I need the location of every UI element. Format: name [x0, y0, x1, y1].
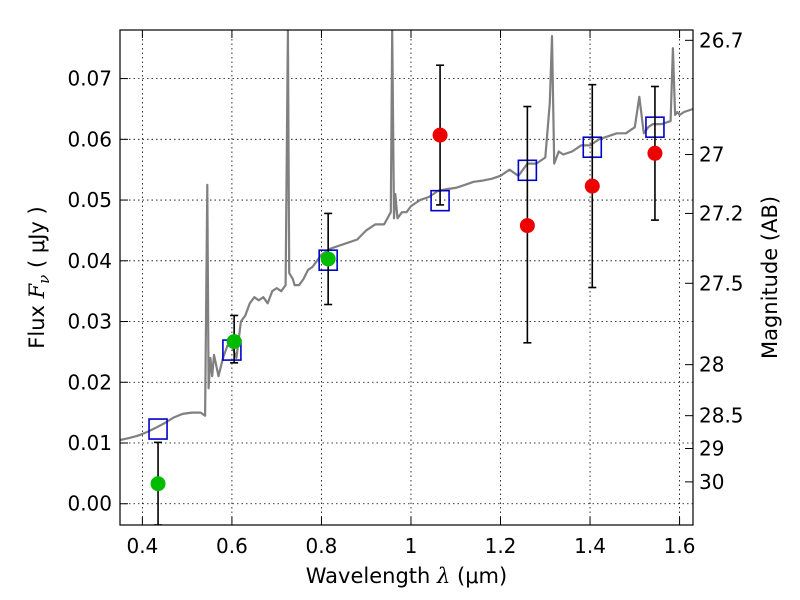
magnitude-axis-title: Magnitude (AB) — [758, 196, 782, 359]
plot-data — [120, 30, 693, 525]
observed-point — [519, 218, 535, 234]
observed-point — [320, 251, 336, 267]
x-tick-label: 1 — [405, 534, 418, 558]
grid — [120, 30, 693, 525]
mag-tick-label: 29 — [699, 436, 724, 460]
y-tick-label: 0.05 — [67, 188, 112, 212]
x-axis-title: Wavelength λ (μm) — [306, 564, 507, 588]
spectrum-line — [120, 30, 693, 442]
mag-tick-label: 27 — [699, 143, 724, 167]
x-tick-label: 0.8 — [306, 534, 338, 558]
mag-tick-label: 26.7 — [699, 28, 744, 52]
y-tick-label: 0.07 — [67, 67, 112, 91]
x-tick-label: 0.4 — [126, 534, 158, 558]
mag-tick-label: 28.5 — [699, 404, 744, 428]
y-tick-label: 0.04 — [67, 249, 112, 273]
mag-tick-label: 27.5 — [699, 271, 744, 295]
y-tick-label: 0.02 — [67, 370, 112, 394]
mag-tick-label: 30 — [699, 470, 724, 494]
plot-frame — [119, 29, 694, 526]
x-tick-label: 0.6 — [216, 534, 248, 558]
observed-point — [226, 334, 242, 350]
x-tick-label: 1.6 — [664, 534, 696, 558]
model-point — [148, 418, 168, 440]
y-tick-label: 0.06 — [67, 127, 112, 151]
mag-tick-label: 28 — [699, 353, 724, 377]
y-axis-title: Flux Fν ( μJy ) — [25, 206, 53, 348]
y-tick-label: 0.03 — [67, 310, 112, 334]
observed-point — [150, 476, 166, 492]
mag-tick-label: 27.2 — [699, 201, 744, 225]
y-tick-label: 0.00 — [67, 492, 112, 516]
x-tick-label: 1.4 — [574, 534, 606, 558]
observed-point — [584, 178, 600, 194]
y-tick-label: 0.01 — [67, 431, 112, 455]
observed-point — [432, 127, 448, 143]
x-tick-label: 1.2 — [485, 534, 517, 558]
observed-point — [647, 145, 663, 161]
axis-ticks: 0.4 0.6 0.8 1 1.2 1.4 1.6 0.00 0.01 0.02 0.03 0.04 0… — [67, 28, 743, 558]
